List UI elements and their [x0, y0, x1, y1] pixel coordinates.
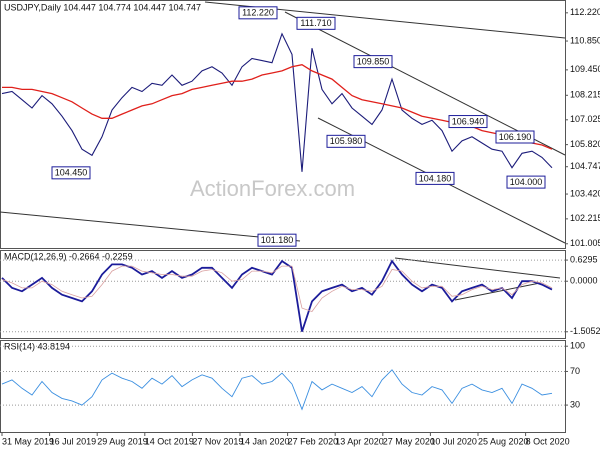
y-tick-label: 108.215 — [570, 90, 600, 100]
y-tick-label: 104.747 — [570, 161, 600, 171]
price-label-box — [257, 233, 297, 247]
x-tick-label: 29 Aug 2019 — [97, 436, 148, 446]
price-label: 106.940 — [452, 116, 485, 126]
price-label-box — [506, 175, 546, 189]
y-tick-label: 107.025 — [570, 114, 600, 124]
trend-line — [454, 282, 541, 301]
y-tick-label: 102.215 — [570, 213, 600, 223]
price-label: 104.000 — [510, 177, 543, 187]
x-tick-label: 8 Oct 2020 — [526, 436, 570, 446]
macd-title: MACD(12,26,9) -0.2664 -0.2259 — [4, 251, 133, 261]
y-tick-label: 30 — [570, 399, 580, 409]
price-label-box — [495, 130, 535, 144]
price-label: 106.190 — [499, 132, 532, 142]
series-line — [1, 259, 553, 332]
price-label: 101.180 — [261, 235, 294, 245]
price-label: 109.850 — [357, 57, 390, 67]
price-label-box — [415, 171, 455, 185]
y-tick-label: 0.0000 — [570, 276, 598, 286]
x-tick-label: 13 Apr 2020 — [335, 436, 384, 446]
price-label: 111.710 — [300, 18, 331, 28]
macd-panel — [0, 250, 566, 339]
price-label-box — [326, 134, 366, 148]
x-tick-label: 27 May 2020 — [383, 436, 435, 446]
y-tick-label: 100 — [570, 341, 585, 351]
y-tick-label: 112.220 — [570, 7, 600, 17]
rsi-title: RSI(14) 43.8194 — [4, 341, 70, 351]
x-tick-label: 25 Aug 2020 — [478, 436, 529, 446]
y-tick-label: 109.450 — [570, 64, 600, 74]
x-tick-label: 27 Nov 2019 — [192, 436, 243, 446]
y-tick-label: 70 — [570, 366, 580, 376]
y-tick-label: -1.5052 — [570, 326, 600, 336]
price-label: 104.450 — [55, 168, 88, 178]
y-tick-label: 0.6295 — [570, 254, 598, 264]
x-tick-label: 14 Oct 2019 — [145, 436, 194, 446]
price-label: 112.220 — [242, 8, 274, 18]
rsi-panel — [0, 340, 566, 433]
y-tick-label: 110.850 — [570, 35, 600, 45]
trend-line — [394, 257, 561, 279]
trend-line — [0, 211, 301, 242]
series-line — [1, 265, 553, 312]
x-tick-label: 31 May 2019 — [2, 436, 54, 446]
price-label-box — [51, 166, 91, 180]
chart-title: USDJPY,Daily 104.447 104.774 104.447 104… — [4, 2, 201, 12]
x-tick-label: 16 Jul 2019 — [50, 436, 97, 446]
price-label-box — [238, 6, 278, 20]
price-label: 104.180 — [419, 173, 452, 183]
price-label-box — [296, 16, 336, 30]
price-label: 105.980 — [330, 136, 363, 146]
y-tick-label: 103.420 — [570, 188, 600, 198]
x-tick-label: 10 Jul 2020 — [430, 436, 477, 446]
y-tick-label: 101.005 — [570, 238, 600, 248]
price-label-box — [353, 55, 393, 69]
series-line — [1, 369, 553, 411]
x-tick-label: 27 Feb 2020 — [288, 436, 339, 446]
series-line — [1, 32, 553, 172]
x-tick-label: 14 Jan 2020 — [240, 436, 290, 446]
watermark: ActionForex.com — [190, 176, 355, 201]
price-label-box — [448, 115, 488, 129]
y-tick-label: 105.820 — [570, 139, 600, 149]
